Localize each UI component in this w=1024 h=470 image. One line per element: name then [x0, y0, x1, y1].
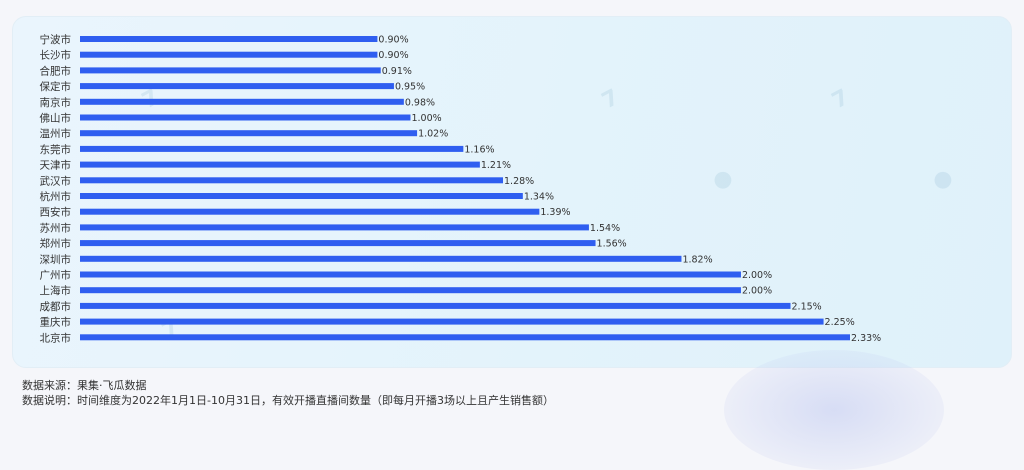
category-label: 宁波市 [40, 33, 72, 46]
category-label: 东莞市 [40, 143, 72, 156]
data-label: 2.00% [742, 286, 772, 297]
data-label: 1.28% [504, 176, 534, 187]
data-label: 0.90% [378, 35, 408, 46]
data-source-text: 数据来源：果集·飞瓜数据 [22, 379, 147, 392]
bar [80, 145, 464, 152]
bar [80, 193, 523, 199]
bar [80, 208, 540, 215]
category-label: 长沙市 [40, 49, 72, 62]
category-label: 苏州市 [40, 221, 72, 234]
bar [80, 255, 682, 262]
data-note-text: 数据说明：时间维度为2022年1月1日-10月31日，有效开播直播间数量（即每月… [22, 394, 554, 407]
category-label: 上海市 [40, 284, 72, 297]
bar [80, 224, 589, 231]
data-label: 1.39% [540, 207, 570, 218]
data-label: 1.16% [464, 144, 494, 155]
data-label: 2.33% [851, 333, 881, 344]
category-label: 天津市 [40, 159, 72, 172]
bar-chart: 宁波市 0.90% 长沙市 0.90% 合肥市 0.91% 保定市 0.95% 南京市 0.98%… [40, 33, 882, 344]
category-label: 杭州市 [40, 190, 72, 203]
bar [80, 271, 741, 278]
data-label: 2.15% [792, 301, 822, 312]
data-label: 2.25% [825, 317, 855, 328]
data-label: 2.00% [742, 270, 772, 281]
bar [80, 114, 411, 121]
category-label: 南京市 [40, 96, 72, 109]
bar [80, 177, 504, 184]
data-label: 0.98% [405, 97, 435, 108]
bar [80, 287, 741, 294]
data-label: 0.95% [395, 82, 425, 93]
bar [80, 318, 824, 325]
category-label: 重庆市 [40, 316, 72, 329]
category-label: 武汉市 [40, 174, 72, 187]
decorative-blob [724, 350, 944, 470]
data-label: 1.00% [411, 113, 441, 124]
bar [80, 161, 480, 168]
bar [80, 334, 850, 341]
category-label: 北京市 [40, 331, 72, 344]
bar [80, 302, 791, 309]
bar [80, 51, 378, 58]
category-label: 成都市 [40, 300, 72, 313]
category-label: 广州市 [40, 269, 72, 282]
chart-card: 7 7 7 ● ● 7 [12, 16, 1012, 368]
category-label: 佛山市 [40, 112, 72, 125]
bar [80, 240, 596, 247]
bar [80, 98, 404, 105]
bar [80, 83, 394, 90]
data-label: 1.56% [597, 239, 627, 250]
category-label: 西安市 [40, 206, 72, 219]
category-label: 温州市 [40, 127, 72, 140]
bar [80, 67, 381, 74]
category-label: 深圳市 [40, 253, 72, 266]
data-label: 1.34% [524, 192, 554, 203]
data-label: 0.90% [378, 50, 408, 61]
category-label: 郑州市 [40, 237, 72, 250]
data-label: 1.21% [481, 160, 511, 171]
bar [80, 36, 378, 42]
chart-footer: 数据来源：果集·飞瓜数据 数据说明：时间维度为2022年1月1日-10月31日，… [22, 378, 554, 408]
data-label: 1.54% [590, 223, 620, 234]
bar [80, 130, 418, 137]
data-label: 0.91% [382, 66, 412, 77]
category-label: 保定市 [40, 80, 72, 93]
data-label: 1.02% [418, 129, 448, 140]
category-label: 合肥市 [40, 64, 72, 77]
data-label: 1.82% [682, 254, 712, 265]
